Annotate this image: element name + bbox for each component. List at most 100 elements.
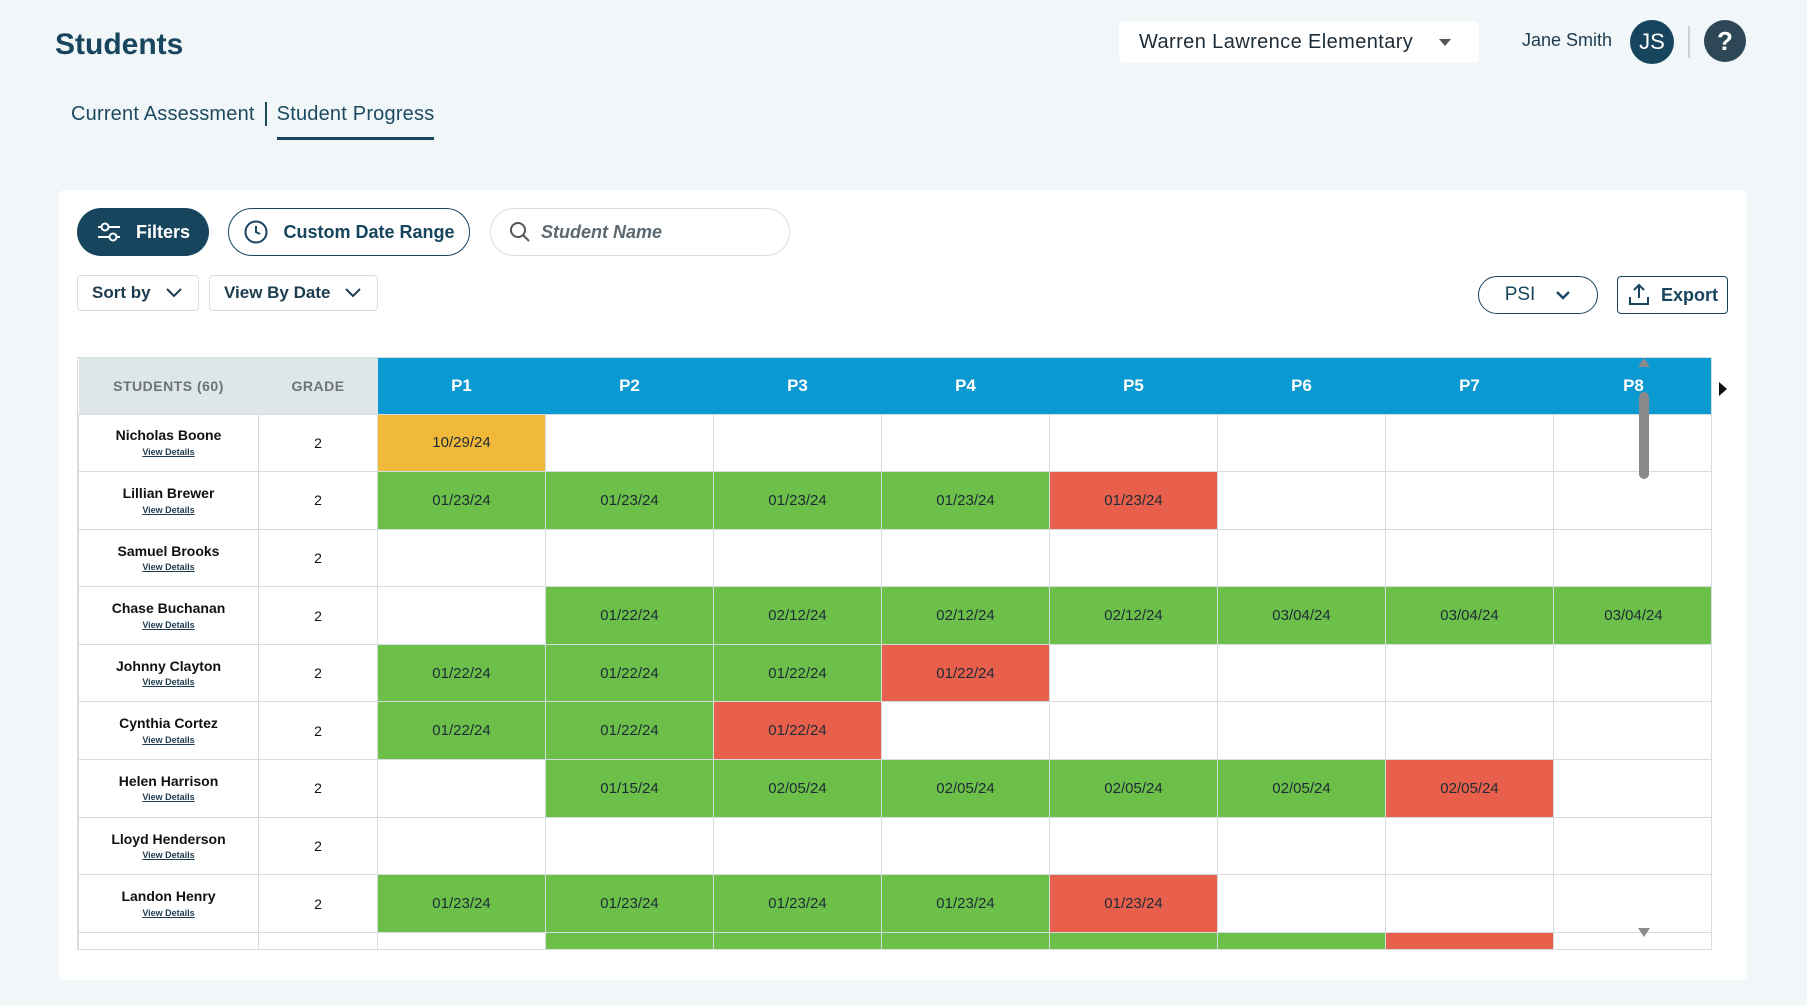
- assessment-cell-p1[interactable]: 01/22/24: [377, 701, 546, 761]
- student-cell: Johnny Clayton View Details: [78, 643, 259, 703]
- view-by-dropdown[interactable]: View By Date: [209, 275, 378, 311]
- export-button[interactable]: Export: [1617, 276, 1728, 314]
- column-header-p2: P2: [545, 358, 714, 414]
- student-cell: Cynthia Cortez View Details: [78, 701, 259, 761]
- assessment-cell-p2: [545, 816, 714, 876]
- grade-cell: 2: [258, 413, 378, 473]
- scroll-right-arrow[interactable]: [1719, 382, 1727, 396]
- vertical-scrollbar-thumb[interactable]: [1639, 392, 1649, 479]
- student-search: [490, 208, 790, 256]
- tab-student-progress[interactable]: Student Progress: [276, 103, 435, 140]
- view-details-link[interactable]: View Details: [142, 850, 195, 861]
- assessment-cell-p5[interactable]: 01/23/24: [1049, 874, 1218, 933]
- assessment-cell-p2[interactable]: 01/23/24: [545, 471, 714, 530]
- date-range-label: Custom Date Range: [283, 221, 455, 242]
- psi-dropdown[interactable]: PSI: [1478, 276, 1598, 314]
- assessment-cell-p1[interactable]: 10/29/24: [377, 413, 546, 473]
- filters-label: Filters: [135, 221, 191, 242]
- assessment-cell-p1: [377, 586, 546, 645]
- assessment-cell-p2[interactable]: 01/23/24: [545, 874, 714, 933]
- view-details-link[interactable]: View Details: [142, 907, 195, 918]
- assessment-cell-p2[interactable]: 01/22/24: [545, 586, 714, 645]
- assessment-cell-p5[interactable]: 02/12/24: [1049, 586, 1218, 645]
- scroll-down-arrow[interactable]: [1638, 928, 1650, 937]
- view-details-link[interactable]: View Details: [142, 677, 195, 688]
- view-details-link[interactable]: View Details: [142, 734, 195, 745]
- sort-label: Sort by: [92, 283, 151, 302]
- table-row: [78, 931, 1711, 949]
- assessment-cell-p7[interactable]: 03/04/24: [1385, 586, 1554, 645]
- assessment-cell-p7: [1385, 874, 1554, 933]
- assessment-cell-p4: [881, 931, 1050, 949]
- avatar[interactable]: JS: [1630, 20, 1674, 64]
- column-header-p5: P5: [1049, 358, 1218, 414]
- assessment-cell-p2[interactable]: 01/22/24: [545, 701, 714, 761]
- progress-table: STUDENTS (60) GRADE P1 P2 P3 P4 P5 P6 P7…: [78, 358, 1711, 949]
- table-row: Lillian Brewer View Details 2 01/23/24 01/23…: [78, 471, 1711, 530]
- assessment-cell-p2[interactable]: 01/15/24: [545, 759, 714, 818]
- assessment-cell-p6[interactable]: 03/04/24: [1217, 586, 1386, 645]
- assessment-cell-p6[interactable]: 02/05/24: [1217, 759, 1386, 818]
- assessment-cell-p7: [1385, 816, 1554, 876]
- assessment-cell-p6: [1217, 701, 1386, 761]
- assessment-cell-p7: [1385, 528, 1554, 588]
- grade-cell: 2: [258, 701, 378, 761]
- assessment-cell-p4[interactable]: 02/05/24: [881, 759, 1050, 818]
- assessment-cell-p1[interactable]: 01/23/24: [377, 471, 546, 530]
- view-details-link[interactable]: View Details: [142, 619, 195, 630]
- filters-button[interactable]: Filters: [77, 208, 209, 256]
- assessment-cell-p6: [1217, 931, 1386, 949]
- assessment-cell-p2: [545, 528, 714, 588]
- view-details-link[interactable]: View Details: [142, 504, 195, 515]
- question-icon: ?: [1717, 25, 1733, 56]
- assessment-cell-p3[interactable]: 02/05/24: [713, 759, 882, 818]
- search-input[interactable]: [541, 221, 761, 243]
- assessment-cell-p4[interactable]: 01/22/24: [881, 643, 1050, 703]
- search-icon: [510, 222, 530, 242]
- assessment-cell-p3[interactable]: 01/22/24: [713, 701, 882, 761]
- table-row: Lloyd Henderson View Details 2: [78, 816, 1711, 876]
- assessment-cell-p4: [881, 528, 1050, 588]
- assessment-cell-p7: [1385, 413, 1554, 473]
- assessment-cell-p2[interactable]: 01/22/24: [545, 643, 714, 703]
- assessment-cell-p5[interactable]: 01/23/24: [1049, 471, 1218, 530]
- view-details-link[interactable]: View Details: [142, 792, 195, 803]
- view-details-link[interactable]: View Details: [142, 446, 195, 457]
- assessment-cell-p5[interactable]: 02/05/24: [1049, 759, 1218, 818]
- header-divider: [1688, 26, 1690, 58]
- grade-cell: 2: [258, 816, 378, 876]
- assessment-cell-p4[interactable]: 02/12/24: [881, 586, 1050, 645]
- assessment-cell-p7[interactable]: 02/05/24: [1385, 759, 1554, 818]
- help-button[interactable]: ?: [1704, 20, 1746, 62]
- chevron-down-icon: [165, 288, 182, 298]
- student-cell: Lillian Brewer View Details: [78, 471, 259, 530]
- assessment-cell-p1[interactable]: 01/22/24: [377, 643, 546, 703]
- assessment-cell-p4[interactable]: 01/23/24: [881, 471, 1050, 530]
- view-details-link[interactable]: View Details: [142, 562, 195, 573]
- table-header-row: STUDENTS (60) GRADE P1 P2 P3 P4 P5 P6 P7…: [78, 358, 1711, 414]
- sort-by-dropdown[interactable]: Sort by: [77, 275, 199, 311]
- grade-cell: 2: [258, 586, 378, 645]
- student-cell: Lloyd Henderson View Details: [78, 816, 259, 876]
- school-select[interactable]: Warren Lawrence Elementary: [1119, 21, 1479, 63]
- student-cell: Chase Buchanan View Details: [78, 586, 259, 645]
- assessment-cell-p4[interactable]: 01/23/24: [881, 874, 1050, 933]
- chevron-down-icon: [345, 288, 362, 298]
- assessment-cell-p6: [1217, 816, 1386, 876]
- custom-date-range-button[interactable]: Custom Date Range: [228, 208, 470, 256]
- grade-column-header[interactable]: GRADE: [258, 358, 378, 414]
- column-header-p1: P1: [377, 358, 546, 414]
- assessment-cell-p3[interactable]: 02/12/24: [713, 586, 882, 645]
- scroll-up-arrow[interactable]: [1638, 358, 1650, 367]
- assessment-cell-p8[interactable]: 03/04/24: [1553, 586, 1711, 645]
- assessment-cell-p7: [1385, 931, 1554, 949]
- tab-current-assessment[interactable]: Current Assessment: [71, 102, 255, 125]
- assessment-cell-p3[interactable]: 01/22/24: [713, 643, 882, 703]
- assessment-cell-p1[interactable]: 01/23/24: [377, 874, 546, 933]
- assessment-cell-p3[interactable]: 01/23/24: [713, 471, 882, 530]
- assessment-cell-p3[interactable]: 01/23/24: [713, 874, 882, 933]
- progress-card: Filters Custom Date Range Sort by View B…: [59, 190, 1747, 980]
- student-name: Nicholas Boone: [115, 427, 222, 444]
- students-column-header[interactable]: STUDENTS (60): [78, 358, 259, 414]
- assessment-cell-p4: [881, 701, 1050, 761]
